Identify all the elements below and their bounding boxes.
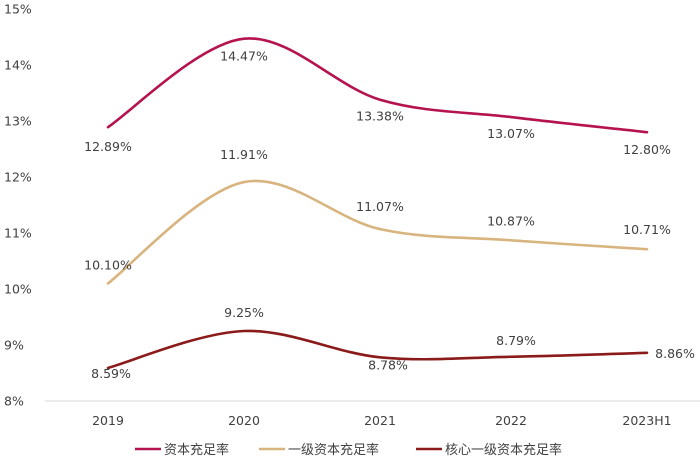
y-tick-label: 10% [4, 282, 32, 297]
x-tick-label: 2023H1 [622, 413, 671, 428]
legend-item-3[interactable]: 核心一级资本充足率 [416, 442, 562, 458]
x-tick-label: 2019 [92, 413, 124, 428]
y-tick-label: 9% [4, 338, 24, 353]
data-label: 13.07% [487, 126, 535, 141]
data-label: 8.79% [496, 333, 536, 348]
y-tick-label: 8% [4, 394, 24, 409]
series-lines [106, 37, 649, 370]
data-label: 8.86% [655, 346, 695, 361]
data-label: 8.78% [368, 357, 408, 372]
data-label: 11.07% [356, 199, 404, 214]
data-label: 10.71% [623, 222, 671, 237]
y-tick-label: 12% [4, 170, 32, 185]
y-tick-label: 13% [4, 114, 32, 129]
x-axis: 2019 2020 2021 2022 2023H1 [92, 413, 671, 428]
series-line-3 [106, 329, 649, 370]
y-axis: 8% 9% 10% 11% 12% 13% 14% 15% [4, 2, 32, 409]
series-line-1 [106, 37, 649, 134]
legend-label: 一级资本充足率 [288, 442, 379, 458]
y-tick-label: 11% [4, 226, 32, 241]
x-tick-label: 2020 [228, 413, 260, 428]
data-label: 12.89% [84, 139, 132, 154]
data-label: 9.25% [224, 305, 264, 320]
data-label: 10.87% [487, 213, 535, 228]
x-tick-label: 2021 [364, 413, 396, 428]
data-label: 8.59% [91, 366, 131, 381]
data-label: 11.91% [220, 147, 268, 162]
legend-label: 资本充足率 [164, 442, 229, 458]
y-tick-label: 15% [4, 2, 32, 17]
series-line-2 [106, 179, 649, 285]
legend-item-2[interactable]: 一级资本充足率 [259, 442, 379, 458]
data-label: 10.10% [84, 257, 132, 272]
data-label: 14.47% [220, 49, 268, 64]
legend-label: 核心一级资本充足率 [445, 442, 562, 458]
legend: 资本充足率 一级资本充足率 核心一级资本充足率 [135, 442, 562, 458]
data-labels: 12.89% 14.47% 13.38% 13.07% 12.80% 10.10% 11.9… [84, 49, 695, 381]
data-label: 12.80% [623, 142, 671, 157]
legend-item-1[interactable]: 资本充足率 [135, 442, 229, 458]
data-label: 13.38% [356, 109, 404, 124]
y-tick-label: 14% [4, 58, 32, 73]
x-tick-label: 2022 [495, 413, 527, 428]
